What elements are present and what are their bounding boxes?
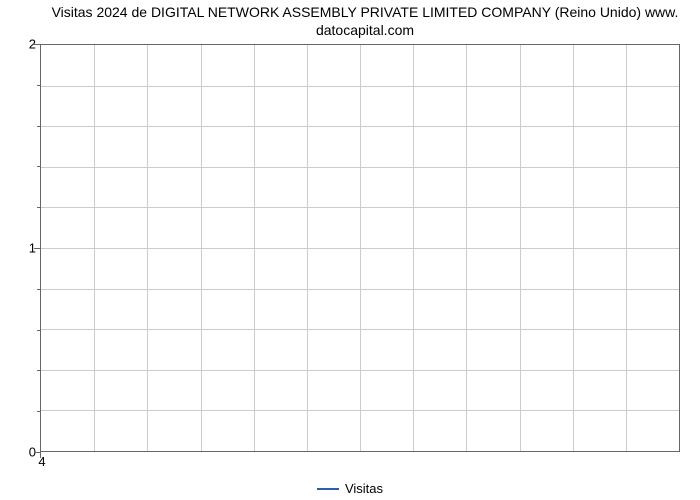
y-tick-minor xyxy=(37,330,40,331)
y-tick-minor xyxy=(37,207,40,208)
x-tick-mark xyxy=(40,452,41,458)
chart-container: Visitas 2024 de DIGITAL NETWORK ASSEMBLY… xyxy=(0,0,700,500)
chart-title-line2: datocapital.com xyxy=(316,22,414,38)
y-tick-minor xyxy=(37,126,40,127)
grid-hline xyxy=(41,329,679,330)
y-tick-minor xyxy=(37,166,40,167)
chart-title-line1: Visitas 2024 de DIGITAL NETWORK ASSEMBLY… xyxy=(52,4,679,20)
y-tick-label: 1 xyxy=(6,241,36,256)
legend-label: Visitas xyxy=(345,481,383,496)
plot-area xyxy=(40,44,680,452)
y-tick-minor xyxy=(37,370,40,371)
y-tick-label: 2 xyxy=(6,37,36,52)
y-tick-label: 0 xyxy=(6,445,36,460)
grid-hline xyxy=(41,370,679,371)
grid-hline xyxy=(41,207,679,208)
y-tick-minor xyxy=(37,85,40,86)
y-tick-mark xyxy=(34,44,40,45)
legend: Visitas xyxy=(0,480,700,496)
legend-swatch xyxy=(317,488,339,490)
grid-hline xyxy=(41,86,679,87)
grid-hline xyxy=(41,167,679,168)
y-tick-mark xyxy=(34,248,40,249)
grid-hline xyxy=(41,248,679,249)
grid-hline xyxy=(41,289,679,290)
grid-hline xyxy=(41,126,679,127)
chart-title: Visitas 2024 de DIGITAL NETWORK ASSEMBLY… xyxy=(40,4,690,39)
grid-hline xyxy=(41,410,679,411)
y-tick-minor xyxy=(37,289,40,290)
y-tick-minor xyxy=(37,411,40,412)
